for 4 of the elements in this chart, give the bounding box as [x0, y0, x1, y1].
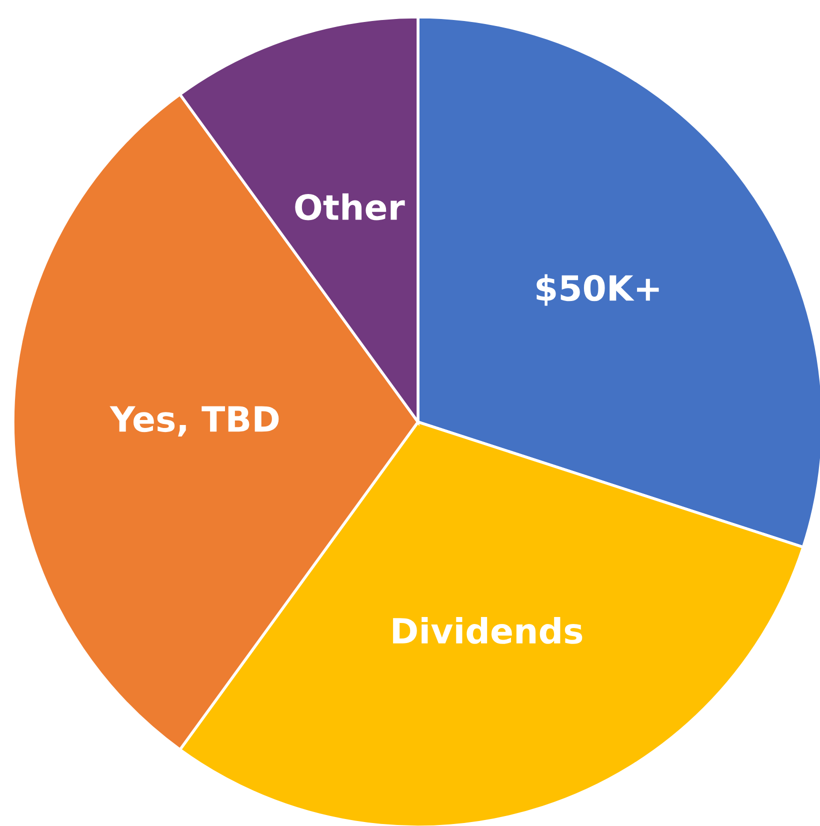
- slice-label: Yes, TBD: [110, 406, 279, 437]
- slice-label: Other: [295, 193, 405, 220]
- slice-label: $50K+: [536, 274, 659, 306]
- slice-label: Dividends: [393, 617, 582, 644]
